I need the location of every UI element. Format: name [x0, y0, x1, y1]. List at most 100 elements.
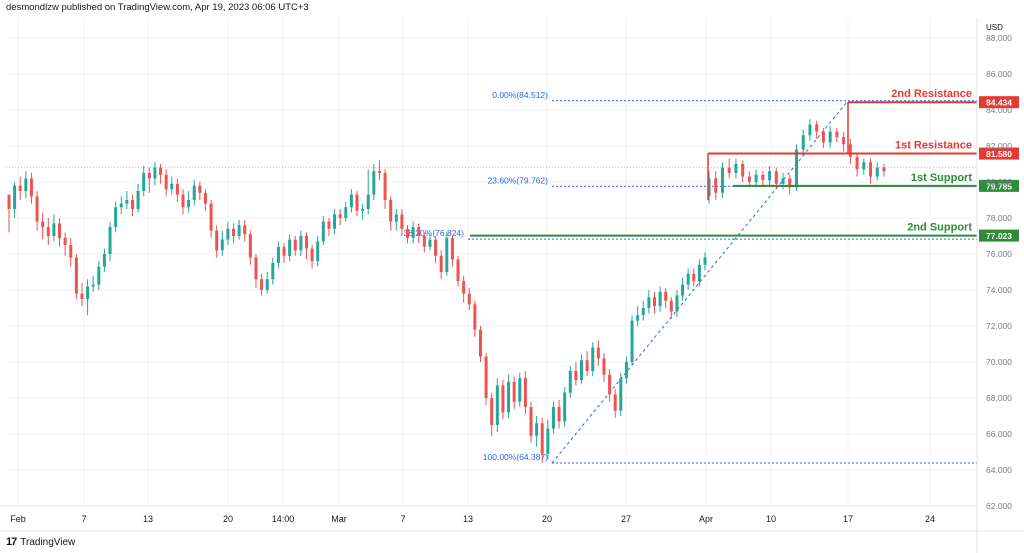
- candle-body: [170, 183, 174, 190]
- candle-body: [439, 255, 443, 272]
- level-price-tag: [979, 96, 1019, 109]
- candle-body: [187, 200, 191, 208]
- candle-body: [636, 315, 640, 321]
- candle-body: [445, 237, 449, 272]
- candle: [310, 245, 314, 269]
- candle: [507, 374, 511, 418]
- candle: [795, 144, 798, 191]
- candle: [523, 371, 527, 415]
- candle: [754, 169, 758, 188]
- candle-body: [276, 246, 280, 263]
- candle-body: [686, 273, 690, 285]
- level-label: 2nd Support: [907, 222, 972, 234]
- candle-body: [344, 207, 348, 218]
- candle: [209, 200, 213, 238]
- candle-body: [125, 200, 129, 204]
- candle: [734, 158, 738, 179]
- candle: [102, 248, 106, 272]
- candle: [602, 353, 606, 382]
- candle-body: [372, 171, 376, 195]
- y-tick-label: 76.000: [986, 249, 1012, 259]
- candle-body: [664, 291, 668, 301]
- candle: [282, 243, 286, 263]
- y-tick-label: 80.000: [986, 177, 1012, 187]
- candle: [46, 218, 50, 245]
- candle: [164, 169, 168, 197]
- candle-body: [855, 156, 859, 170]
- candle-body: [102, 254, 106, 267]
- candle: [591, 342, 595, 377]
- candle: [580, 354, 584, 384]
- y-tick-label: 88.000: [986, 33, 1012, 43]
- candle-body: [774, 171, 778, 184]
- candle: [170, 176, 174, 195]
- candle-body: [714, 178, 718, 193]
- level-1st-resistance[interactable]: 1st Resistance 81.580: [707, 140, 1019, 200]
- axes: USD 62.000 64.000 66.000 68.000 70.000 72.000 7…: [0, 18, 1024, 553]
- level-2nd-resistance[interactable]: 2nd Resistance 84.434: [847, 88, 1019, 154]
- support-resistance-levels[interactable]: 2nd Resistance 84.434 1st Resistance 81.580…: [470, 88, 1019, 242]
- candle-body: [41, 221, 45, 227]
- candle: [703, 252, 707, 271]
- candle-body: [707, 178, 711, 197]
- candle-body: [383, 173, 387, 200]
- candle: [434, 236, 438, 263]
- candle-body: [13, 185, 17, 209]
- candle: [862, 158, 866, 175]
- candle-body: [875, 167, 879, 177]
- level-label: 1st Support: [911, 172, 972, 184]
- candle: [52, 214, 56, 242]
- candle: [630, 315, 634, 366]
- candle: [86, 279, 90, 316]
- candle: [69, 237, 73, 267]
- candle: [18, 176, 22, 200]
- candle-body: [69, 245, 73, 258]
- candle-body: [781, 178, 785, 184]
- candle-body: [828, 131, 832, 143]
- level-price-label: 79.785: [986, 181, 1012, 191]
- candle-body: [652, 297, 656, 307]
- candle-body: [192, 185, 196, 200]
- candle-body: [473, 304, 477, 330]
- candle-body: [232, 228, 236, 236]
- candle-body: [18, 185, 22, 191]
- candle-body: [400, 214, 404, 229]
- candle: [293, 236, 297, 256]
- x-tick-label: 7: [81, 514, 86, 524]
- candle-body: [585, 360, 589, 371]
- candle: [462, 275, 466, 303]
- candle: [74, 254, 78, 299]
- candle: [551, 401, 555, 434]
- candle-body: [596, 347, 600, 359]
- candle: [647, 290, 651, 314]
- candle: [585, 351, 589, 377]
- candle-body: [119, 203, 123, 208]
- fib-trend-line[interactable]: [551, 100, 849, 464]
- y-tick-label: 62.000: [986, 501, 1012, 511]
- candle-body: [741, 164, 745, 177]
- candle-body: [417, 227, 421, 236]
- candle-body: [675, 295, 679, 312]
- candle-body: [761, 174, 765, 181]
- candle: [35, 191, 39, 231]
- candle-body: [147, 173, 151, 179]
- candle-body: [568, 371, 572, 393]
- candle: [484, 353, 488, 406]
- candle-body: [130, 200, 134, 209]
- candle: [821, 128, 825, 148]
- fib-level-label: 23.60%(79.762): [488, 175, 549, 185]
- candle-body: [647, 297, 651, 308]
- level-2nd-support[interactable]: 2nd Support 77.023: [470, 222, 1019, 242]
- candle-body: [321, 221, 325, 242]
- candle: [147, 167, 151, 193]
- level-1st-support[interactable]: 1st Support 79.785: [733, 172, 1019, 192]
- candle: [563, 387, 567, 427]
- candle-body: [869, 162, 873, 177]
- candle: [882, 164, 886, 177]
- candle-body: [692, 273, 696, 281]
- grid: [6, 18, 977, 507]
- candle-body: [535, 423, 539, 436]
- candle: [855, 153, 859, 177]
- x-tick-label: 7: [400, 514, 405, 524]
